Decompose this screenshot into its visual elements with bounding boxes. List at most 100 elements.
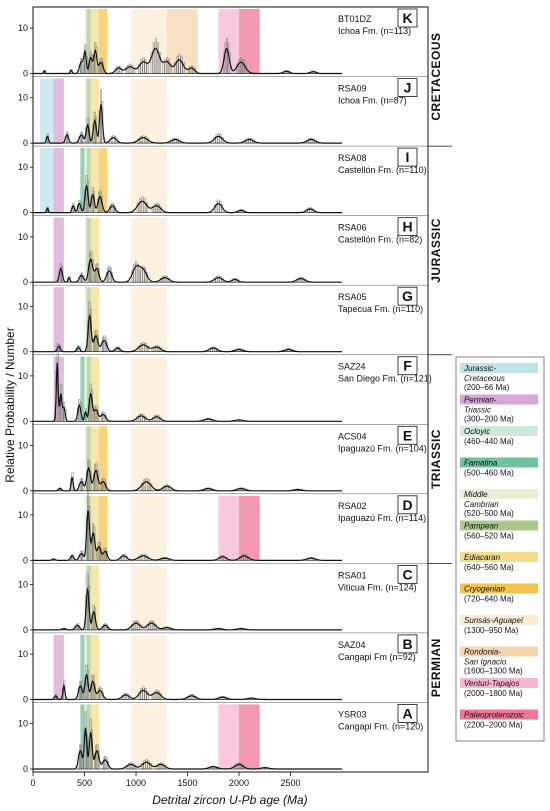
panel-e: 0 10 ACS04 Ipaguazú Fm. (n=104)E (18, 425, 428, 496)
panel-j: 0 10 RSA09 Ichoa Fm. (n=87)J (18, 77, 428, 148)
sample-name: RSA01 (338, 570, 367, 580)
band-sa (130, 565, 167, 630)
band-ed (90, 495, 99, 561)
legend-name-2: Cambrian (464, 500, 499, 509)
band-mc (84, 9, 87, 74)
panel-g: 0 10 RSA05 Tapecua Fm. (n=110)G (18, 286, 428, 357)
unit-name: San Diego Fm. (n=121) (338, 374, 432, 384)
histogram-bar (166, 484, 169, 492)
period-labels: CRETACEOUS JURASSIC TRIASSIC PERMIAN (428, 32, 452, 697)
unit-name: Castellón Fm. (n=110) (338, 165, 427, 175)
legend: Jurassic-Cretaceous(200–66 Ma)Permian-Tr… (455, 356, 545, 742)
band-ed (90, 634, 99, 700)
band-pp (239, 9, 260, 74)
y-tick-label: 10 (18, 371, 28, 381)
panel-letter: D (402, 497, 412, 513)
legend-range: (1600–1300 Ma) (464, 667, 523, 676)
panel-b: 0 10 SAZ04 Cangapi Fm (n=92)B (18, 633, 428, 704)
legend-name: Middle (464, 490, 488, 499)
histogram-bar (117, 65, 120, 74)
panel-letter-box (397, 564, 418, 584)
legend-item-ed: Ediacaran(640–560 Ma) (460, 552, 538, 572)
legend-item-pt: Permian-Triassic(300–200 Ma) (460, 394, 538, 424)
y-tick-label: 10 (18, 510, 28, 520)
band-fa (80, 356, 85, 422)
legend-range: (560–520 Ma) (464, 532, 514, 541)
legend-box (455, 356, 545, 742)
panel-k: 0 10 BT01DZ Ichoa Fm. (n=113)K (18, 8, 428, 79)
band-pa (86, 9, 91, 74)
legend-name-2: Triassic (464, 406, 491, 415)
histogram-bar (129, 63, 132, 74)
x-axis-title: Detrital zircon U-Pb age (Ma) (152, 793, 307, 807)
unit-name: Ichoa Fm. (n=113) (338, 26, 411, 36)
legend-item-oc: Ocloyic(460–440 Ma) (460, 426, 538, 446)
sample-name: RSA06 (338, 223, 367, 233)
band-ed (90, 78, 99, 144)
histogram-bar (217, 199, 220, 213)
legend-swatch (460, 583, 538, 594)
y-tick-label: 10 (18, 649, 28, 659)
panel-letter-box (397, 634, 418, 654)
y-tick-label: 0 (23, 208, 28, 218)
histogram-bar (212, 346, 215, 352)
sample-name: YSR03 (338, 709, 367, 719)
band-cr (98, 426, 108, 491)
kde-curve (33, 466, 342, 492)
legend-item-fa: Famatina(500–460 Ma) (460, 457, 538, 478)
x-tick-label: 0 (30, 778, 35, 788)
legend-range: (2200–2000 Ma) (464, 721, 523, 730)
panel-letter-box (397, 147, 418, 167)
panel-letter-box (397, 425, 418, 445)
unit-name: Tapecua Fm. (n=110) (338, 304, 423, 314)
band-ed (90, 148, 99, 213)
sample-name: RSA09 (338, 84, 367, 94)
y-tick-label: 0 (23, 277, 28, 287)
band-ed (90, 426, 99, 491)
band-mc (84, 287, 87, 352)
y-tick-label: 10 (18, 719, 28, 729)
band-sa (130, 217, 167, 283)
band-pt (53, 217, 64, 283)
panel-letter-box (397, 356, 418, 376)
sample-name: SAZ24 (338, 362, 366, 372)
band-pa (86, 148, 91, 213)
y-tick-label: 0 (23, 69, 28, 79)
sample-name: RSA05 (338, 292, 367, 302)
y-tick-label: 10 (18, 440, 28, 450)
period-label: TRIASSIC (429, 429, 443, 489)
band-ed (90, 356, 99, 422)
legend-range: (460–440 Ma) (464, 437, 514, 446)
panel-i: 0 10 RSA08 Castellón Fm. (n=110)I (18, 147, 428, 218)
y-tick-label: 0 (23, 416, 28, 426)
panel-letter-box (397, 495, 418, 515)
band-vt (218, 495, 239, 561)
band-sa (130, 148, 167, 213)
x-tick-label: 2500 (280, 778, 300, 788)
legend-item-rs: Rondonia-San Ignacio(1600–1300 Ma) (460, 646, 538, 676)
band-ed (90, 287, 99, 352)
legend-name-2: San Ignacio (464, 658, 507, 667)
histogram-bar (219, 201, 222, 213)
histogram-bar (174, 137, 177, 144)
histogram-bar (190, 694, 193, 700)
panel-letter: K (402, 10, 412, 26)
legend-swatch (460, 615, 538, 625)
band-mc (84, 704, 87, 769)
sample-name: ACS04 (338, 431, 367, 441)
panel-letter-box (397, 217, 418, 237)
legend-name: Venturi-Tapajos (464, 679, 519, 688)
histogram-bar (217, 275, 220, 283)
band-pt (53, 634, 64, 700)
y-tick-label: 10 (18, 580, 28, 590)
legend-range: (520–500 Ma) (464, 509, 514, 518)
legend-name: Paleoproterozoic (464, 711, 524, 720)
histogram-bar (124, 692, 127, 700)
period-label: CRETACEOUS (429, 32, 443, 120)
band-cr (98, 148, 108, 213)
band-pa (86, 426, 91, 491)
legend-name: Jurassic- (463, 364, 496, 373)
panel-letter: B (402, 636, 412, 652)
